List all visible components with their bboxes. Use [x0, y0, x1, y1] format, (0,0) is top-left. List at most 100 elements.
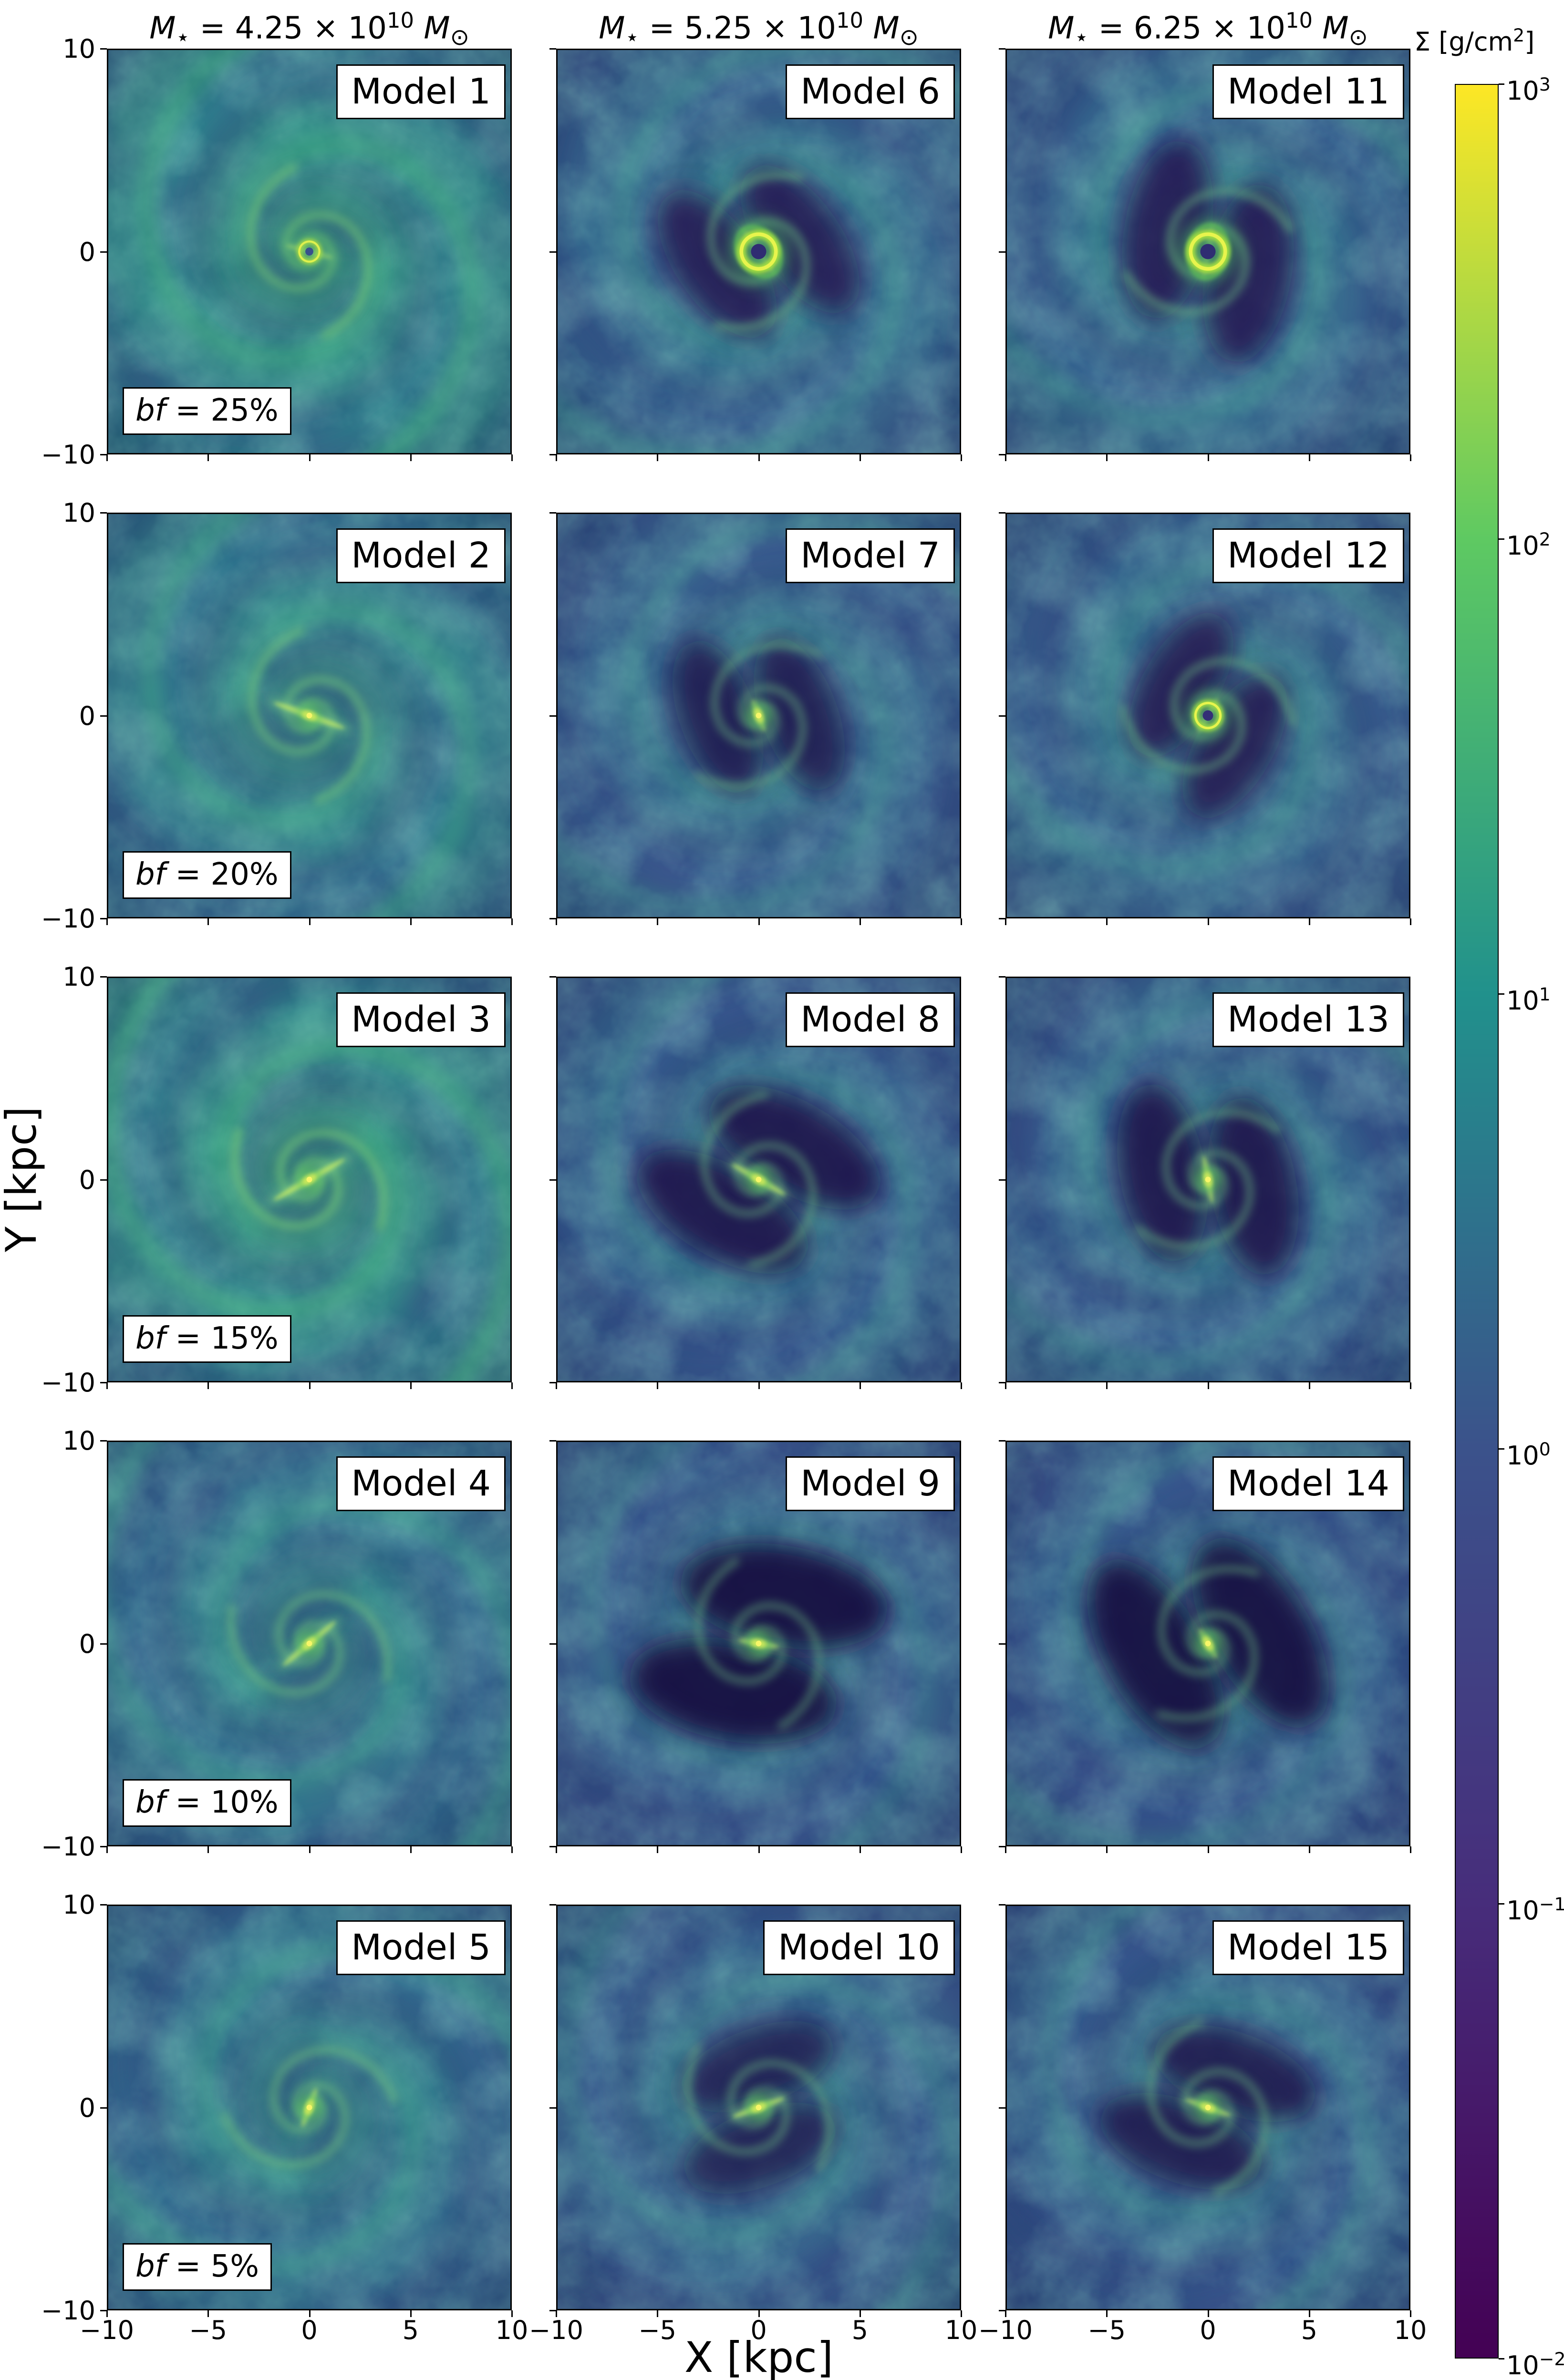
panel-model-9: Model 9: [556, 1441, 961, 1846]
x-tick-mark: [207, 2310, 209, 2317]
x-tick-label: 5: [1262, 2317, 1357, 2344]
x-tick-mark: [410, 918, 412, 925]
y-tick-mark: [100, 251, 107, 253]
y-tick-label: −10: [14, 905, 95, 933]
model-label: Model 8: [786, 992, 955, 1048]
colorbar-tick-mark: [1499, 538, 1504, 540]
x-tick-mark: [207, 1382, 209, 1389]
y-tick-mark: [549, 512, 556, 514]
y-tick-mark: [999, 251, 1005, 253]
y-tick-mark: [549, 251, 556, 253]
x-tick-mark: [859, 2310, 861, 2317]
x-tick-mark: [309, 1382, 311, 1389]
model-label: Model 1: [336, 64, 506, 120]
panel-model-6: Model 6: [556, 49, 961, 454]
y-tick-label: 0: [14, 1166, 95, 1194]
x-tick-label: 0: [1160, 2317, 1256, 2344]
y-tick-label: 10: [14, 963, 95, 991]
x-tick-mark: [1207, 454, 1209, 461]
galaxy-surface-density-map: [1007, 514, 1409, 917]
y-tick-mark: [100, 48, 107, 50]
y-tick-mark: [999, 918, 1005, 919]
y-tick-mark: [549, 1904, 556, 1906]
panel-model-15: Model 15: [1005, 1905, 1410, 2310]
y-tick-mark: [999, 976, 1005, 978]
x-tick-label: 10: [464, 2317, 559, 2344]
colorbar: [1455, 84, 1499, 2359]
y-tick-mark: [549, 1846, 556, 1847]
x-tick-mark: [207, 1846, 209, 1853]
column-title-1: M⋆ = 4.25 × 1010 M⊙: [107, 8, 512, 51]
colorbar-tick-label: 102: [1506, 525, 1551, 560]
x-tick-mark: [657, 1382, 659, 1389]
model-label: Model 5: [336, 1920, 506, 1976]
y-tick-mark: [549, 918, 556, 919]
model-label: Model 7: [786, 528, 955, 584]
x-tick-mark: [1106, 2310, 1108, 2317]
bulge-fraction-label: bf = 20%: [123, 851, 291, 899]
panel-model-13: Model 13: [1005, 977, 1410, 1382]
y-tick-mark: [999, 48, 1005, 50]
panel-model-5: Model 5 bf = 5%: [107, 1905, 512, 2310]
bulge-fraction-label: bf = 10%: [123, 1779, 291, 1827]
bulge-fraction-label: bf = 5%: [123, 2243, 272, 2291]
y-tick-mark: [999, 1846, 1005, 1847]
colorbar-tick-mark: [1499, 83, 1504, 85]
y-tick-mark: [549, 1179, 556, 1181]
y-tick-label: 0: [14, 702, 95, 730]
x-tick-mark: [1308, 454, 1310, 461]
panel-model-11: Model 11: [1005, 49, 1410, 454]
x-tick-mark: [410, 1846, 412, 1853]
y-tick-label: 10: [14, 1891, 95, 1919]
bulge-fraction-label: bf = 15%: [123, 1315, 291, 1363]
y-tick-mark: [999, 1904, 1005, 1906]
y-tick-mark: [999, 2107, 1005, 2109]
y-tick-label: 10: [14, 499, 95, 527]
x-tick-mark: [1207, 1382, 1209, 1389]
x-tick-label: −10: [508, 2317, 604, 2344]
x-tick-mark: [556, 2310, 557, 2317]
x-tick-mark: [106, 2310, 108, 2317]
y-tick-mark: [999, 715, 1005, 717]
x-tick-mark: [1106, 454, 1108, 461]
x-tick-mark: [511, 1382, 513, 1389]
galaxy-surface-density-map: [1007, 1442, 1409, 1845]
colorbar-tick-label: 101: [1506, 980, 1551, 1015]
x-tick-mark: [657, 1846, 659, 1853]
y-tick-mark: [100, 1179, 107, 1181]
x-tick-mark: [859, 1846, 861, 1853]
x-tick-mark: [1207, 1846, 1209, 1853]
x-tick-mark: [309, 454, 311, 461]
y-tick-mark: [549, 976, 556, 978]
y-tick-mark: [999, 1643, 1005, 1645]
y-tick-mark: [100, 2310, 107, 2311]
model-label: Model 14: [1212, 1456, 1404, 1512]
y-tick-mark: [549, 2107, 556, 2109]
x-axis-label: X [kpc]: [107, 2336, 1411, 2380]
x-tick-mark: [961, 1846, 962, 1853]
x-tick-mark: [1005, 918, 1006, 925]
x-tick-mark: [511, 1846, 513, 1853]
y-tick-label: 10: [14, 1427, 95, 1455]
x-tick-mark: [859, 1382, 861, 1389]
x-tick-mark: [758, 454, 760, 461]
y-tick-label: −10: [14, 1369, 95, 1397]
model-label: Model 2: [336, 528, 506, 584]
x-tick-mark: [1005, 1382, 1006, 1389]
column-title-2: M⋆ = 5.25 × 1010 M⊙: [556, 8, 961, 51]
x-tick-mark: [556, 454, 557, 461]
panel-model-7: Model 7: [556, 513, 961, 918]
x-tick-label: 0: [711, 2317, 807, 2344]
x-tick-mark: [106, 1846, 108, 1853]
panel-model-2: Model 2 bf = 20%: [107, 513, 512, 918]
x-tick-mark: [556, 918, 557, 925]
model-label: Model 12: [1212, 528, 1404, 584]
x-tick-label: −5: [160, 2317, 256, 2344]
x-tick-mark: [1106, 918, 1108, 925]
galaxy-surface-density-map: [108, 1442, 510, 1845]
y-tick-mark: [549, 1440, 556, 1442]
galaxy-surface-density-map: [558, 514, 960, 917]
x-tick-mark: [961, 454, 962, 461]
x-tick-mark: [556, 1846, 557, 1853]
x-tick-mark: [758, 1846, 760, 1853]
